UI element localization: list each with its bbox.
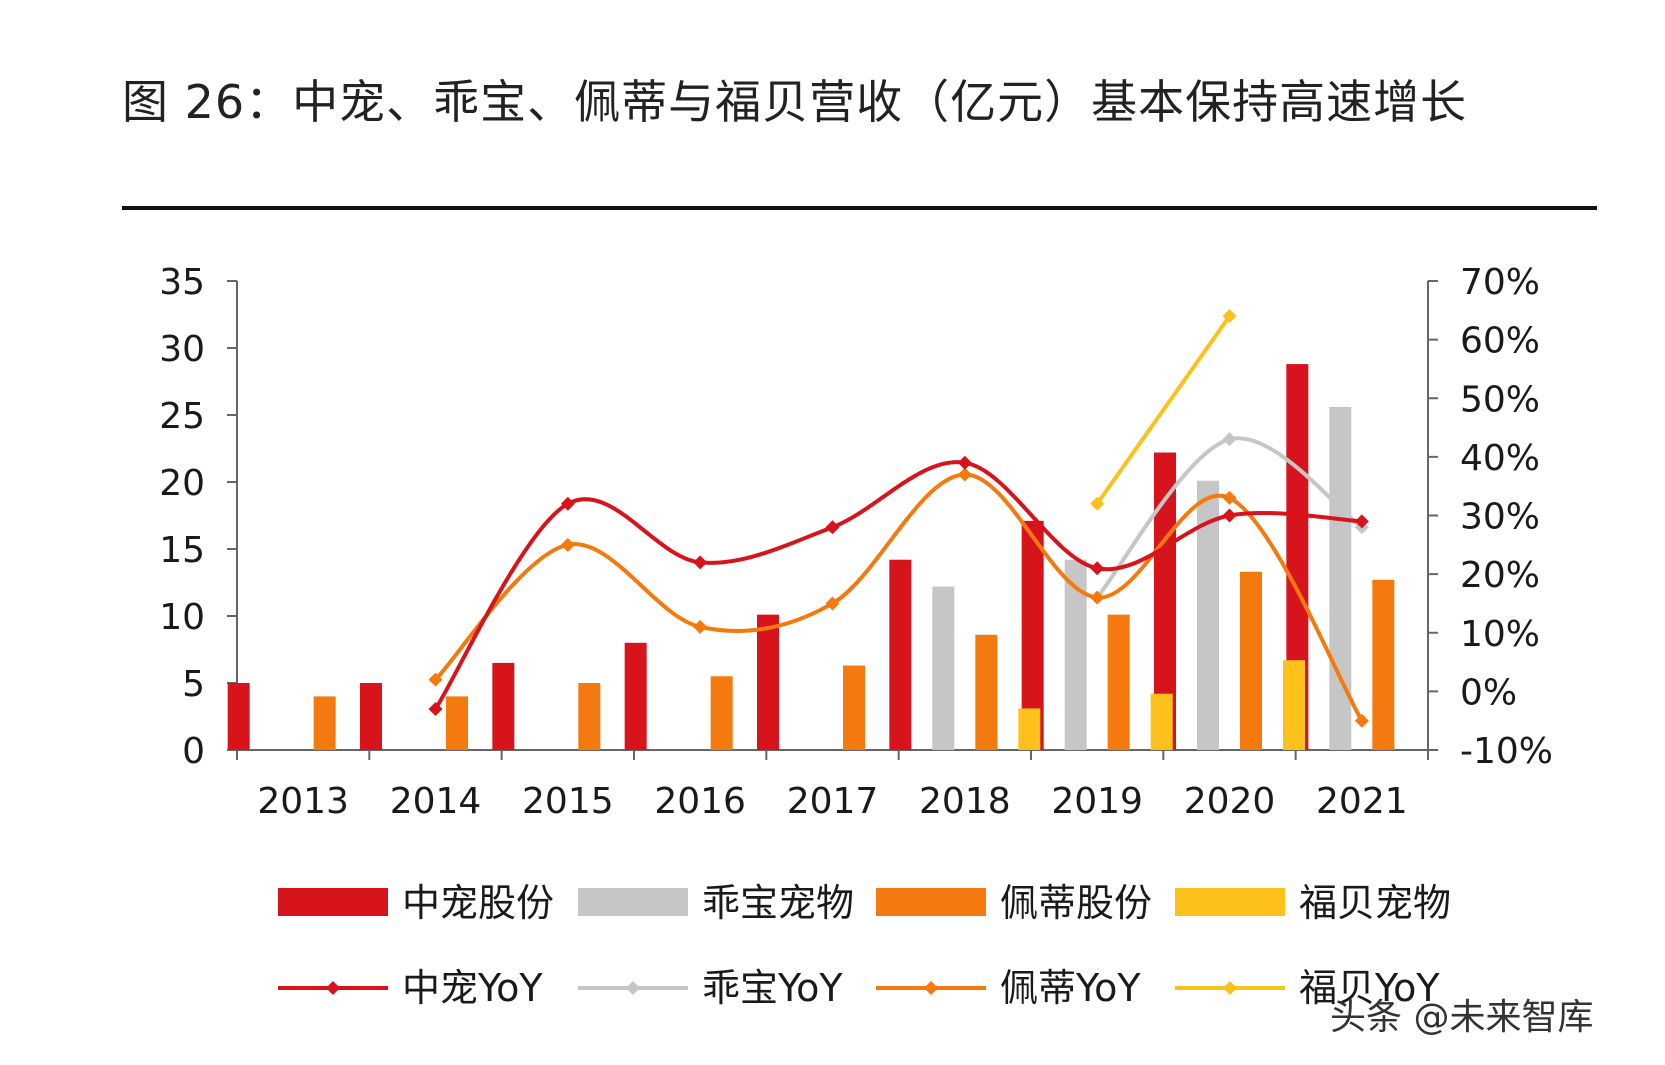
chart-lines xyxy=(428,309,1369,728)
y-tick-label: 15 xyxy=(159,530,205,571)
bar-zhongchong xyxy=(1021,520,1044,750)
y-tick-label: 5 xyxy=(182,664,205,705)
marker-peidi xyxy=(1222,490,1237,505)
y-tick-label: 35 xyxy=(159,262,205,303)
bar-peidi xyxy=(1240,571,1262,750)
y-tick-label: 10 xyxy=(159,597,205,638)
y-tick-label: 0 xyxy=(182,731,205,772)
bar-guaibao xyxy=(932,586,955,750)
y2-tick-label: 0% xyxy=(1460,672,1517,713)
bar-guaibao xyxy=(1197,480,1219,750)
x-tick-label: 2020 xyxy=(1184,781,1276,822)
y2-tick-label: -10% xyxy=(1460,731,1553,772)
marker-peidi xyxy=(1090,590,1105,605)
marker-zhongchong xyxy=(1222,508,1237,523)
y2-tick-label: 60% xyxy=(1460,321,1540,362)
marker-peidi xyxy=(560,537,575,552)
marker-fubei xyxy=(1090,496,1105,511)
marker-fubei xyxy=(1222,309,1237,324)
x-tick-label: 2017 xyxy=(787,781,879,822)
bar-zhongchong xyxy=(624,642,647,750)
bar-zhongchong xyxy=(1154,452,1176,750)
marker-zhongchong xyxy=(560,496,575,511)
bar-peidi xyxy=(710,676,733,750)
bar-peidi xyxy=(578,683,601,750)
x-tick-label: 2018 xyxy=(919,781,1011,822)
y-tick-label: 30 xyxy=(159,329,205,370)
bar-peidi xyxy=(1107,614,1130,750)
y2-tick-label: 10% xyxy=(1460,614,1540,655)
legend-label: 福贝YoY xyxy=(1299,966,1440,1010)
title-divider xyxy=(122,206,1597,210)
y-tick-label: 25 xyxy=(159,396,205,437)
x-tick-label: 2019 xyxy=(1051,781,1143,822)
bar-fubei xyxy=(1283,660,1305,750)
legend-label: 佩蒂YoY xyxy=(1000,966,1141,1010)
bar-peidi xyxy=(843,665,865,750)
bar-zhongchong xyxy=(757,614,779,750)
legend-swatch-peidi xyxy=(876,888,986,916)
x-tick-label: 2016 xyxy=(654,781,746,822)
bar-guaibao xyxy=(1329,406,1352,750)
bar-guaibao xyxy=(1064,559,1087,750)
chart-axes: 0 5 10 15 20 25 30 35 -10% 0% 10% 20% 30% 40% 50% 60% 70… xyxy=(159,262,1553,822)
bar-zhongchong xyxy=(492,662,515,750)
legend-swatch-guaibao xyxy=(578,888,688,916)
bar-zhongchong xyxy=(1286,364,1309,750)
marker-peidi xyxy=(1354,713,1369,728)
bar-fubei xyxy=(1018,708,1041,750)
marker-zhongchong xyxy=(957,455,972,470)
legend-marker-zhongchong xyxy=(326,981,340,995)
legend-label: 乖宝YoY xyxy=(702,966,843,1010)
legend-marker-fubei xyxy=(1223,981,1237,995)
bar-fubei xyxy=(1150,693,1173,750)
marker-peidi xyxy=(428,672,443,687)
legend-swatch-zhongchong xyxy=(278,888,388,916)
line-fubei xyxy=(1095,315,1232,505)
bar-peidi xyxy=(313,696,336,750)
bar-peidi xyxy=(446,696,468,750)
marker-zhongchong xyxy=(1090,561,1105,576)
marker-zhongchong xyxy=(1354,514,1369,529)
legend-marker-guaibao xyxy=(626,981,640,995)
watermark: 头条 @未来智库 xyxy=(1330,997,1594,1038)
bar-zhongchong xyxy=(889,559,912,750)
legend-label: 乖宝宠物 xyxy=(702,881,854,925)
y2-tick-label: 30% xyxy=(1460,497,1540,538)
bar-zhongchong xyxy=(360,683,382,750)
y2-tick-label: 20% xyxy=(1460,555,1540,596)
legend-label: 福贝宠物 xyxy=(1299,881,1451,925)
y-tick-label: 20 xyxy=(159,463,205,504)
chart-bars xyxy=(227,364,1395,750)
figure-title: 图 26：中宠、乖宝、佩蒂与福贝营收（亿元）基本保持高速增长 xyxy=(122,75,1468,129)
y2-tick-label: 40% xyxy=(1460,438,1540,479)
marker-zhongchong xyxy=(825,520,840,535)
x-tick-label: 2013 xyxy=(257,781,349,822)
bar-peidi xyxy=(1372,579,1395,750)
marker-peidi xyxy=(693,619,708,634)
y2-tick-label: 50% xyxy=(1460,379,1540,420)
bar-zhongchong xyxy=(227,683,250,750)
legend-label: 中宠YoY xyxy=(402,966,543,1010)
x-tick-label: 2015 xyxy=(522,781,614,822)
bar-peidi xyxy=(975,634,998,750)
y2-tick-label: 70% xyxy=(1460,262,1540,303)
legend-marker-peidi xyxy=(924,981,938,995)
legend-swatch-fubei xyxy=(1175,888,1285,916)
marker-guaibao xyxy=(1222,432,1237,447)
marker-zhongchong xyxy=(693,555,708,570)
marker-zhongchong xyxy=(428,701,443,716)
x-tick-label: 2021 xyxy=(1316,781,1408,822)
legend-label: 佩蒂股份 xyxy=(1000,881,1152,925)
legend-label: 中宠股份 xyxy=(402,881,554,925)
marker-peidi xyxy=(957,467,972,482)
x-tick-label: 2014 xyxy=(390,781,482,822)
marker-peidi xyxy=(825,596,840,611)
